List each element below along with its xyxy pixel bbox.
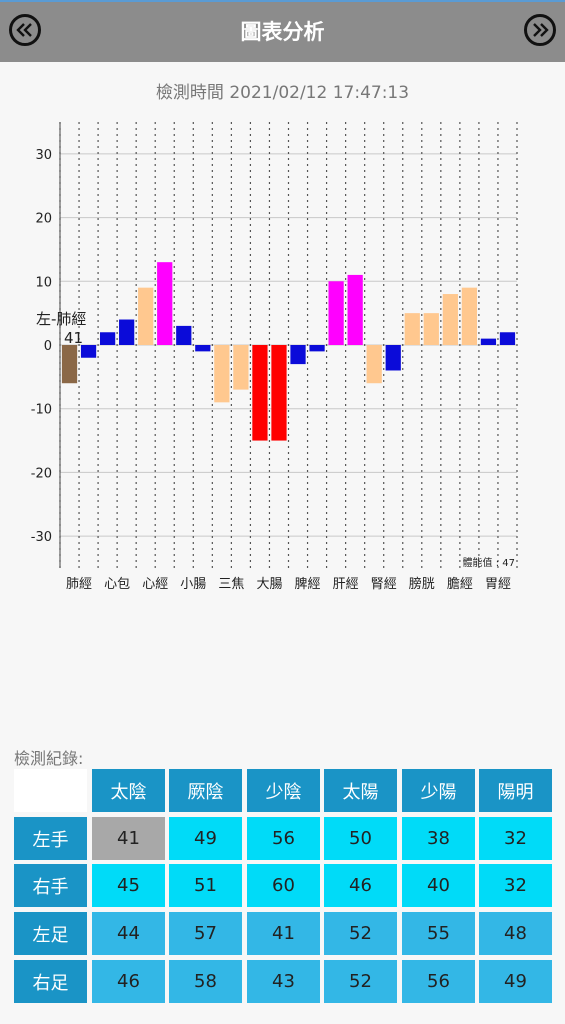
records-label: 檢測紀錄:	[14, 749, 84, 768]
column-header: 陽明	[479, 769, 552, 812]
record-cell[interactable]: 56	[402, 960, 475, 1003]
y-tick-label: -20	[31, 466, 52, 481]
x-tick-label: 三焦	[218, 577, 244, 592]
column-header: 太陽	[324, 769, 397, 812]
bar-三焦-0	[214, 345, 230, 403]
next-button[interactable]	[524, 14, 556, 46]
record-cell[interactable]: 46	[92, 960, 165, 1003]
column-header: 少陰	[247, 769, 320, 812]
column-header: 厥陰	[169, 769, 242, 812]
x-tick-label: 脾經	[295, 577, 321, 592]
column-header: 太陰	[92, 769, 165, 812]
bar-腎經-1	[385, 345, 401, 371]
x-tick-label: 心經	[142, 577, 168, 592]
bar-脾經-1	[309, 345, 325, 352]
x-tick-label: 肝經	[333, 577, 359, 592]
table-corner	[14, 769, 87, 812]
stamina-footnote: 體能值 : 47	[463, 556, 515, 569]
record-cell[interactable]: 55	[402, 912, 475, 955]
y-tick-label: 20	[35, 212, 52, 227]
bar-小腸-0	[176, 325, 192, 345]
bar-小腸-1	[195, 345, 211, 352]
bar-肺經-0	[61, 345, 78, 384]
row-label: 右手	[14, 864, 87, 907]
bar-膽經-1	[461, 287, 478, 345]
row-label: 左足	[14, 912, 87, 955]
bar-肺經-1	[80, 345, 97, 358]
record-cell[interactable]: 49	[479, 960, 552, 1003]
y-tick-label: 0	[44, 339, 52, 354]
bar-三焦-1	[233, 345, 249, 390]
bar-肝經-1	[347, 274, 363, 345]
record-cell[interactable]: 44	[92, 912, 165, 955]
x-tick-label: 大腸	[256, 577, 282, 592]
y-tick-label: 10	[35, 275, 52, 290]
bar-肝經-0	[328, 281, 344, 345]
records-table: 太陰 厥陰 少陰 太陽 少陽 陽明 左手 41 49 56 50 38 32 右手 45 51 60 46 40 32…	[14, 769, 554, 1009]
bar-胃經-0	[480, 338, 497, 345]
row-label: 右足	[14, 960, 87, 1003]
bar-心經-0	[138, 287, 154, 345]
record-cell[interactable]: 45	[92, 864, 165, 907]
x-tick-label: 小腸	[180, 577, 206, 592]
row-label: 左手	[14, 817, 87, 860]
record-cell[interactable]: 51	[169, 864, 242, 907]
bar-心包-1	[119, 319, 135, 345]
record-cell[interactable]: 41	[247, 912, 320, 955]
app-header: 圖表分析	[0, 0, 565, 62]
record-cell[interactable]: 46	[324, 864, 397, 907]
y-tick-label: 30	[35, 148, 52, 163]
bar-膽經-0	[442, 294, 458, 345]
column-header: 少陽	[402, 769, 475, 812]
page-title: 圖表分析	[240, 20, 325, 44]
x-tick-label: 胃經	[485, 577, 511, 592]
x-tick-label: 膽經	[447, 577, 473, 592]
annotation-value: 41	[64, 329, 83, 347]
x-tick-label: 膀胱	[409, 576, 435, 592]
bar-心經-1	[157, 262, 173, 345]
double-chevron-right-icon	[533, 23, 549, 37]
bar-大腸-0	[252, 345, 268, 441]
bar-脾經-0	[290, 345, 306, 365]
bar-膀胱-1	[423, 313, 439, 345]
record-cell[interactable]: 52	[324, 912, 397, 955]
record-cell[interactable]: 49	[169, 817, 242, 860]
record-cell[interactable]: 57	[169, 912, 242, 955]
record-cell[interactable]: 58	[169, 960, 242, 1003]
record-cell[interactable]: 60	[247, 864, 320, 907]
record-cell[interactable]: 41	[92, 817, 165, 860]
measurement-time: 檢測時間 2021/02/12 17:47:13	[155, 83, 410, 103]
record-cell[interactable]: 43	[247, 960, 320, 1003]
record-cell[interactable]: 50	[324, 817, 397, 860]
double-chevron-left-icon	[16, 23, 32, 37]
record-cell[interactable]: 32	[479, 864, 552, 907]
record-cell[interactable]: 38	[402, 817, 475, 860]
record-cell[interactable]: 32	[479, 817, 552, 860]
record-cell[interactable]: 56	[247, 817, 320, 860]
record-cell[interactable]: 40	[402, 864, 475, 907]
bar-心包-0	[99, 332, 116, 345]
y-tick-label: -10	[31, 403, 52, 418]
meridian-bar-chart[interactable]: 30 20 10 0 -10 -20 -30 肺經 心包 心經 小腸 三焦 大腸 脾經 肝經 腎經 膀胱 膽經 胃經…	[0, 110, 565, 600]
x-tick-label: 腎經	[371, 577, 397, 592]
record-cell[interactable]: 48	[479, 912, 552, 955]
bar-大腸-1	[271, 345, 287, 441]
bar-腎經-0	[366, 345, 382, 384]
previous-button[interactable]	[9, 14, 41, 46]
bar-胃經-1	[499, 332, 516, 345]
record-cell[interactable]: 52	[324, 960, 397, 1003]
annotation-label: 左-肺經	[36, 310, 86, 328]
y-tick-label: -30	[31, 530, 52, 545]
x-tick-label: 肺經	[66, 577, 92, 592]
bar-膀胱-0	[404, 313, 420, 345]
x-tick-label: 心包	[104, 577, 130, 592]
